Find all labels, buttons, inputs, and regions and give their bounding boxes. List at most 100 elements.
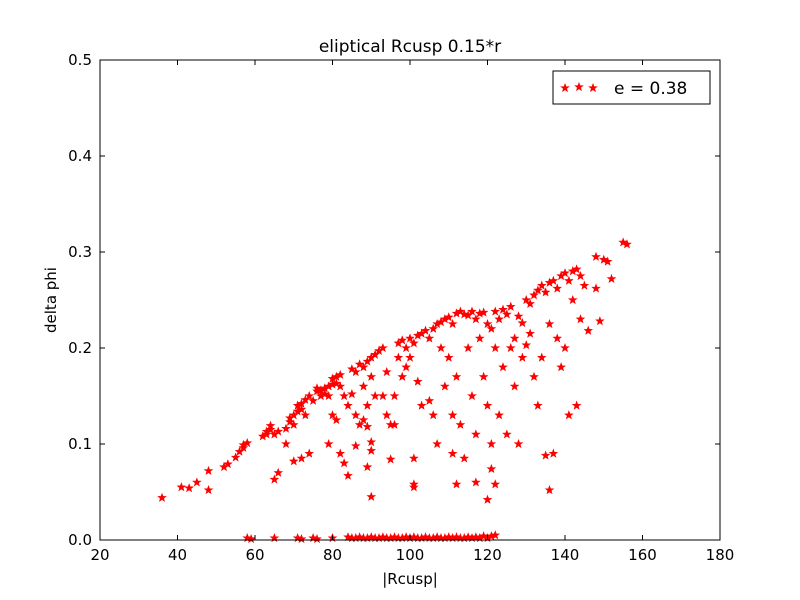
data-point	[598, 254, 609, 264]
data-point	[567, 294, 578, 305]
data-point	[312, 533, 322, 544]
data-point	[265, 420, 276, 430]
data-point	[544, 485, 555, 495]
data-point	[529, 290, 539, 300]
data-point	[618, 237, 628, 247]
data-point	[540, 287, 551, 297]
data-point	[447, 410, 458, 420]
data-point	[490, 530, 501, 540]
data-point	[358, 414, 369, 425]
data-point	[447, 318, 458, 329]
data-point	[474, 333, 485, 343]
data-point	[335, 448, 346, 458]
x-tick-label: 100	[396, 546, 425, 564]
data-point	[432, 438, 442, 449]
data-point	[401, 362, 411, 372]
data-point	[451, 479, 462, 489]
data-point	[335, 381, 346, 391]
data-point	[350, 440, 361, 451]
x-axis-label: |Rcusp|	[382, 570, 438, 588]
data-point	[498, 304, 508, 314]
data-point	[525, 328, 535, 338]
legend: e = 0.38	[552, 70, 711, 105]
data-point	[517, 352, 528, 362]
data-point	[548, 275, 559, 285]
data-point	[513, 438, 524, 449]
data-point	[560, 342, 570, 353]
data-point	[366, 445, 377, 455]
data-point	[478, 531, 489, 541]
data-point	[296, 533, 307, 544]
data-point	[269, 474, 280, 484]
data-point	[529, 371, 539, 381]
data-point	[370, 390, 380, 401]
data-point	[420, 325, 431, 335]
data-point	[575, 270, 586, 281]
data-point	[331, 414, 342, 425]
data-point	[327, 410, 338, 420]
data-point	[381, 410, 392, 420]
data-point	[548, 448, 559, 458]
legend-markers	[560, 81, 598, 93]
data-point	[467, 390, 477, 401]
data-point	[312, 383, 322, 393]
data-point	[385, 454, 396, 464]
data-point	[223, 459, 233, 469]
data-point	[564, 275, 574, 285]
x-tick-label: 60	[245, 546, 264, 564]
data-point	[343, 400, 353, 410]
data-point	[273, 467, 284, 477]
data-point	[536, 352, 547, 362]
data-point	[486, 463, 497, 474]
data-point	[381, 366, 392, 377]
data-point	[238, 442, 249, 452]
data-point	[389, 419, 400, 429]
data-point	[354, 419, 365, 429]
legend-marker	[560, 82, 570, 93]
x-tick-label: 40	[168, 546, 187, 564]
data-point	[288, 419, 299, 429]
data-point	[428, 323, 439, 333]
data-point	[521, 340, 532, 350]
data-point	[622, 239, 632, 249]
data-point	[467, 306, 477, 316]
data-point	[397, 371, 408, 381]
data-point	[505, 301, 516, 311]
x-tick-label: 140	[551, 546, 580, 564]
data-point	[378, 342, 388, 353]
data-point	[486, 323, 497, 333]
data-point	[350, 410, 361, 420]
y-axis-label: delta phi	[42, 267, 60, 333]
data-point	[362, 421, 373, 431]
data-point	[606, 273, 617, 283]
data-point	[347, 389, 357, 399]
data-point	[463, 342, 473, 353]
y-tick-label: 0.5	[68, 51, 92, 69]
data-point	[490, 306, 501, 316]
data-point	[319, 389, 330, 399]
data-point	[536, 280, 547, 290]
x-tick-label: 160	[628, 546, 657, 564]
data-point	[405, 352, 415, 362]
legend-series-label: e = 0.38	[614, 79, 687, 99]
y-axis-ticks: 0.0 0.1 0.2 0.3 0.4 0.5	[68, 51, 720, 549]
data-point	[265, 424, 276, 434]
data-point	[296, 453, 307, 463]
data-point	[436, 342, 446, 353]
data-point	[405, 333, 415, 343]
data-point	[339, 458, 349, 468]
data-point	[424, 333, 435, 343]
data-point	[552, 333, 563, 343]
x-tick-label: 120	[473, 546, 502, 564]
data-point	[494, 314, 504, 324]
data-point	[517, 317, 528, 328]
data-point	[288, 456, 299, 466]
data-point	[443, 352, 454, 362]
data-point	[564, 410, 574, 420]
data-point	[409, 338, 419, 348]
data-point	[203, 485, 214, 495]
data-point	[358, 362, 369, 372]
data-point	[591, 251, 601, 261]
data-point	[343, 470, 353, 480]
data-point	[203, 465, 214, 475]
